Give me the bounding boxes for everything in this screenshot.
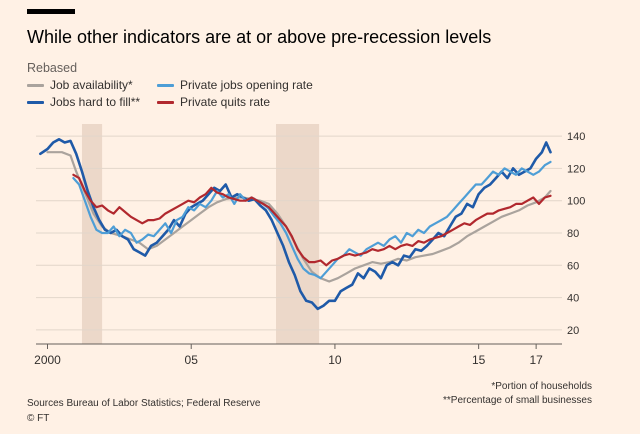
- y-tick-label-80: 80: [567, 228, 579, 240]
- ft-top-bar: [27, 9, 75, 14]
- jobs-hard-to-fill-line: [39, 138, 552, 311]
- chart-title: While other indicators are at or above p…: [27, 27, 492, 47]
- x-tick-label-1: 05: [185, 353, 199, 367]
- ft-credit: © FT: [27, 413, 50, 424]
- x-tick-label-2: 10: [328, 353, 342, 367]
- legend-item-job-availability: Job availability*: [27, 78, 133, 92]
- y-tick-label-40: 40: [567, 293, 579, 305]
- chart-subtitle: Rebased: [27, 61, 78, 75]
- legend-label-job-availability: Job availability*: [50, 78, 133, 92]
- legend-label-jobs-hard-to-fill: Jobs hard to fill**: [50, 95, 141, 109]
- recession-band-1: [276, 124, 320, 344]
- y-tick-label-100: 100: [567, 196, 585, 208]
- legend-swatch-private-jobs-opening-rate: [157, 83, 174, 87]
- legend-swatch-job-availability: [27, 83, 44, 87]
- source-note: Sources Bureau of Labor Statistics; Fede…: [27, 398, 261, 409]
- y-tick-label-140: 140: [567, 131, 585, 143]
- legend-item-private-jobs-opening-rate: Private jobs opening rate: [157, 78, 313, 92]
- private-jobs-opening-rate-line: [72, 160, 552, 280]
- legend-item-private-quits-rate: Private quits rate: [157, 95, 270, 109]
- legend-item-jobs-hard-to-fill: Jobs hard to fill**: [27, 95, 140, 109]
- footnote-households: *Portion of households: [491, 381, 592, 392]
- y-tick-label-120: 120: [567, 163, 585, 175]
- y-tick-label-60: 60: [567, 260, 579, 272]
- footnote-small-businesses: **Percentage of small businesses: [443, 395, 592, 406]
- recession-band-0: [81, 124, 103, 344]
- chart-legend: Job availability* Jobs hard to fill** Pr…: [27, 78, 357, 118]
- legend-label-private-jobs-opening-rate: Private jobs opening rate: [180, 78, 313, 92]
- private-quits-rate-line: [72, 173, 552, 267]
- legend-label-private-quits-rate: Private quits rate: [180, 95, 271, 109]
- legend-swatch-private-quits-rate: [157, 100, 174, 104]
- y-tick-label-20: 20: [567, 325, 579, 337]
- x-tick-label-0: 2000: [34, 353, 61, 367]
- legend-swatch-jobs-hard-to-fill: [27, 100, 44, 104]
- x-tick-label-3: 15: [472, 353, 486, 367]
- x-tick-label-4: 17: [529, 353, 543, 367]
